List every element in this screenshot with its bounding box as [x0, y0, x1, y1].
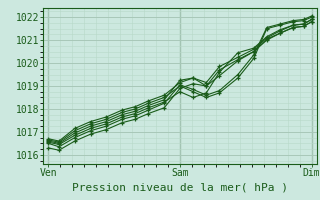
X-axis label: Pression niveau de la mer( hPa ): Pression niveau de la mer( hPa ): [72, 182, 288, 192]
